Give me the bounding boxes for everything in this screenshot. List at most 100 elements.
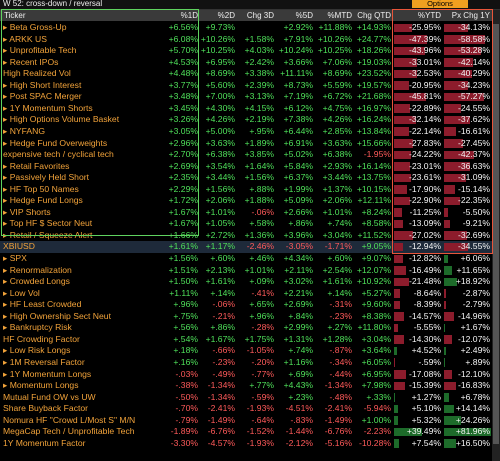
scroll-thumb[interactable] <box>493 24 499 444</box>
value-cell: -24.22% <box>393 149 443 161</box>
value-text: -.06% <box>251 206 274 217</box>
row-name[interactable]: Passively Held Short <box>9 172 89 183</box>
row-name[interactable]: Low Risk Longs <box>9 345 71 356</box>
value-text: +5.84% <box>283 160 313 171</box>
row-name[interactable]: SPX <box>9 253 27 263</box>
table-row: HF Crowding Factor +.54% +1.67% +1.75% +1.31… <box>0 334 492 346</box>
row-marker: ▸ <box>3 45 10 56</box>
value-cell: +2.92% <box>276 22 315 34</box>
value-cell: -33.01% <box>393 57 443 69</box>
value-cell: +3.77% <box>160 80 200 92</box>
row-name[interactable]: HF Crowding Factor <box>3 333 80 344</box>
row-name[interactable]: XBIUSD <box>3 241 35 252</box>
column-header: Chg QTD % <box>357 11 391 20</box>
row-name[interactable]: NYFANG <box>9 125 46 136</box>
value-cell: -2.41% <box>200 403 237 415</box>
row-name[interactable]: Share Buyback Factor <box>3 403 89 414</box>
value-cell: +3.64% <box>354 345 393 357</box>
value-cell: -.38% <box>160 380 200 392</box>
value-cell: +8.38% <box>354 311 393 323</box>
row-name[interactable]: Hedge Fund Overweights <box>9 137 108 148</box>
value-text: -.34% <box>329 356 352 367</box>
value-bar <box>394 427 422 437</box>
value-cell: -14.30% <box>393 334 443 346</box>
value-text: -53.28% <box>457 45 490 56</box>
row-label: ▸ High Ownership Sect Neut <box>3 311 158 323</box>
value-cell: +1.99% <box>276 184 315 196</box>
value-text: +.65% <box>249 299 274 310</box>
value-bar <box>394 58 418 67</box>
value-text: +3.64% <box>361 345 391 356</box>
row-marker: ▸ <box>3 56 10 67</box>
value-text: +5.00% <box>205 125 235 136</box>
value-bar <box>444 92 485 102</box>
value-cell: +39.49% <box>393 426 443 438</box>
row-name[interactable]: Low Vol <box>9 287 40 298</box>
value-text: +2.99% <box>283 322 313 333</box>
row-name[interactable]: Momentum Longs <box>9 380 79 391</box>
value-text: +5.59% <box>322 79 352 90</box>
row-name[interactable]: Top HF $ Sector Neut <box>9 218 93 229</box>
value-cell: +1.17% <box>200 241 237 253</box>
value-cell: +11.65% <box>443 265 492 277</box>
scrollbar[interactable] <box>492 10 500 461</box>
value-cell: +10.25% <box>315 45 354 57</box>
row-name[interactable]: Post SPAC Merger <box>9 91 82 102</box>
row-name[interactable]: Nomura HF "Crowd L/Most S" M/N <box>3 414 136 425</box>
value-text: +.74% <box>288 345 313 356</box>
row-name[interactable]: 1Y Momentum Factor <box>3 437 86 448</box>
row-name[interactable]: Retail / Squeeze Alert <box>9 229 93 240</box>
value-text: -.20% <box>251 356 274 367</box>
value-cell: +.75% <box>160 311 200 323</box>
value-text: +.77% <box>249 380 274 391</box>
value-cell: +14.93% <box>354 22 393 34</box>
row-name[interactable]: Hedge Fund Longs <box>9 195 83 206</box>
value-text: -.59% <box>251 391 274 402</box>
row-name[interactable]: Crowded Longs <box>9 276 70 287</box>
value-cell: +4.26% <box>315 114 354 126</box>
row-name[interactable]: Beta Gross-Up <box>9 22 67 32</box>
value-text: +19.57% <box>356 79 391 90</box>
row-name[interactable]: 1Y Momentum Longs <box>9 368 92 379</box>
value-cell: +2.85% <box>315 126 354 138</box>
value-text: +4.03% <box>244 45 274 56</box>
row-label: High Realized Vol <box>3 68 158 80</box>
row-marker: ▸ <box>3 195 10 206</box>
value-cell: -.49% <box>200 369 237 381</box>
table-row: ▸ Unprofitable Tech +5.70% +10.25% +4.03% +1… <box>0 45 492 57</box>
value-text: +3.26% <box>168 114 198 125</box>
value-text: +.33% <box>366 391 391 402</box>
row-name[interactable]: High Realized Vol <box>3 68 71 79</box>
options-button[interactable]: Options <box>412 0 468 8</box>
value-cell: +10.26% <box>315 34 354 46</box>
value-text: -1.05% <box>246 345 274 356</box>
value-text: -14.96% <box>457 310 490 321</box>
row-name[interactable]: High Short Interest <box>9 79 82 90</box>
row-name[interactable]: HF Least Crowded <box>9 299 82 310</box>
value-text: +1.99% <box>283 183 313 194</box>
row-label: XBIUSD <box>3 241 158 253</box>
row-name[interactable]: Retail Favorites <box>9 160 70 171</box>
row-label: ▸ Retail Favorites <box>3 161 158 173</box>
row-name[interactable]: expensive tech / cyclical tech <box>3 149 114 160</box>
value-bar <box>394 404 398 414</box>
value-bar <box>444 185 455 194</box>
value-text: +1.67% <box>205 333 235 344</box>
row-name[interactable]: Unprofitable Tech <box>9 45 77 56</box>
row-name[interactable]: Mutual Fund OW vs UW <box>3 391 96 402</box>
value-text: +.18% <box>173 345 198 356</box>
row-name[interactable]: 1M Reversal Factor <box>9 356 85 367</box>
row-name[interactable]: ARKK US <box>9 33 47 44</box>
row-name[interactable]: MegaCap Tech / Unprofitable Tech <box>3 426 135 437</box>
row-name[interactable]: Recent IPOs <box>9 56 59 67</box>
row-name[interactable]: Bankruptcy Risk <box>9 322 72 333</box>
value-bar <box>394 439 400 448</box>
row-name[interactable]: HF Top 50 Names <box>9 183 79 194</box>
row-name[interactable]: High Ownership Sect Neut <box>9 310 111 321</box>
row-name[interactable]: High Options Volume Basket <box>9 114 120 125</box>
row-name[interactable]: Renormalization <box>9 264 72 275</box>
row-name[interactable]: VIP Shorts <box>9 206 51 217</box>
value-text: -6.76% <box>324 426 352 437</box>
value-text: -.87% <box>329 345 352 356</box>
row-name[interactable]: 1Y Momentum Shorts <box>9 102 93 113</box>
